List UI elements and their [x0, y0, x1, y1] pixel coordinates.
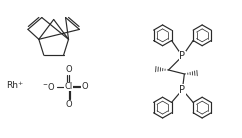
- Text: P: P: [179, 51, 185, 61]
- Text: Rh: Rh: [6, 81, 18, 90]
- Text: O: O: [81, 82, 88, 91]
- Text: P: P: [179, 85, 185, 95]
- Text: $\mathregular{^{-}}$O: $\mathregular{^{-}}$O: [42, 81, 56, 92]
- Text: Cl: Cl: [64, 82, 73, 91]
- Text: O: O: [65, 65, 72, 74]
- Text: +: +: [17, 81, 22, 86]
- Text: O: O: [65, 100, 72, 109]
